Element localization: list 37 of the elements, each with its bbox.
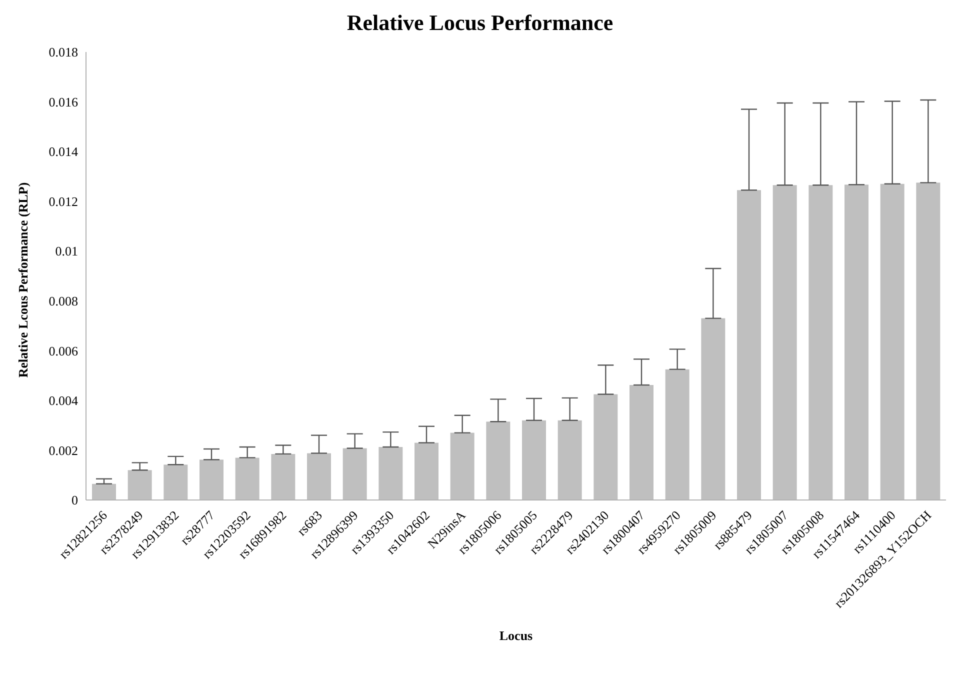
bar — [92, 484, 116, 500]
bar — [414, 442, 438, 500]
bar — [594, 394, 618, 500]
bar — [235, 458, 260, 500]
bar — [342, 448, 367, 500]
bar — [808, 185, 833, 500]
bar — [772, 185, 797, 500]
bar — [844, 184, 868, 500]
x-axis-title: Locus — [499, 628, 533, 643]
y-tick-label: 0.014 — [48, 144, 78, 160]
bar — [271, 454, 296, 500]
bar — [128, 470, 152, 500]
bar — [880, 184, 904, 500]
y-tick-label: 0.01 — [55, 244, 78, 259]
y-axis-title: Relative Lcous Performance (RLP) — [16, 182, 32, 378]
chart-title: Relative Locus Performance — [346, 9, 614, 37]
bar — [164, 464, 188, 500]
y-tick-label: 0.002 — [48, 442, 78, 458]
bar — [450, 432, 474, 500]
y-tick-label: 0.006 — [48, 343, 78, 358]
bar — [307, 453, 331, 500]
bar — [522, 420, 546, 500]
bar — [378, 446, 403, 500]
y-tick-label: 0.018 — [48, 44, 78, 60]
y-tick-label: 0.012 — [48, 194, 78, 209]
bar — [701, 318, 726, 500]
bar — [200, 460, 224, 500]
y-tick-label: 0.016 — [48, 94, 78, 110]
bar — [630, 385, 654, 500]
y-tick-label: 0.004 — [48, 393, 78, 408]
bar — [486, 422, 510, 500]
y-tick-label: 0 — [72, 492, 78, 508]
y-tick-label: 0.008 — [48, 294, 78, 309]
bar — [737, 190, 761, 500]
bar — [558, 420, 582, 500]
bar — [916, 182, 940, 500]
bar — [665, 369, 690, 500]
